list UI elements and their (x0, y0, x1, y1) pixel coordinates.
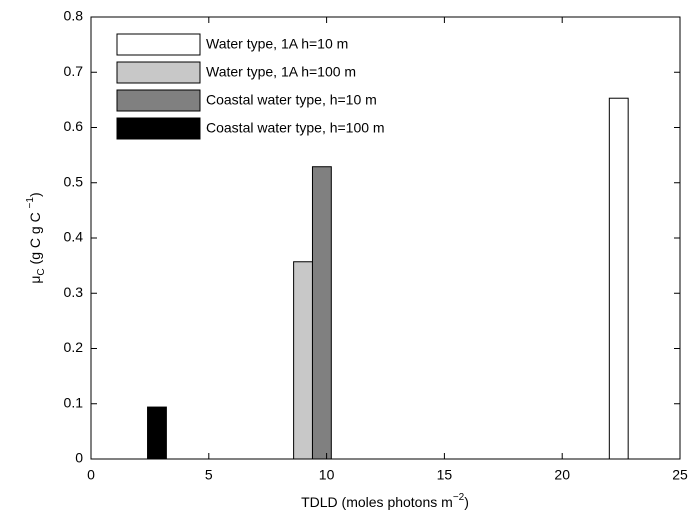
legend-label: Water type, 1A h=100 m (206, 64, 356, 80)
bar (293, 261, 313, 460)
legend-swatch (116, 33, 201, 56)
y-tick-label: 0.3 (64, 284, 84, 300)
bar (608, 97, 629, 460)
x-tick-label: 25 (672, 467, 688, 483)
x-tick-label: 5 (205, 467, 213, 483)
y-tick-label: 0.6 (64, 118, 84, 134)
y-tick-label: 0.5 (64, 173, 84, 189)
bar (147, 406, 167, 460)
x-tick-label: 0 (87, 467, 95, 483)
x-axis-label: TDLD (moles photons m−2) (301, 492, 469, 510)
y-axis-label: μC (g C g C −1) (25, 192, 47, 283)
legend-label: Coastal water type, h=10 m (206, 92, 377, 108)
legend-swatch (116, 61, 201, 84)
x-tick-label: 20 (554, 467, 570, 483)
y-tick-label: 0.8 (64, 8, 84, 24)
y-tick-label: 0.4 (64, 229, 84, 245)
legend-label: Water type, 1A h=10 m (206, 36, 348, 52)
legend-swatch (116, 89, 201, 112)
y-tick-label: 0.2 (64, 339, 84, 355)
y-tick-label: 0 (75, 450, 83, 466)
bar (311, 166, 332, 460)
x-tick-label: 10 (319, 467, 335, 483)
legend-label: Coastal water type, h=100 m (206, 120, 385, 136)
x-tick-label: 15 (437, 467, 453, 483)
y-tick-label: 0.1 (64, 394, 84, 410)
legend-swatch (116, 117, 201, 140)
y-tick-label: 0.7 (64, 63, 84, 79)
